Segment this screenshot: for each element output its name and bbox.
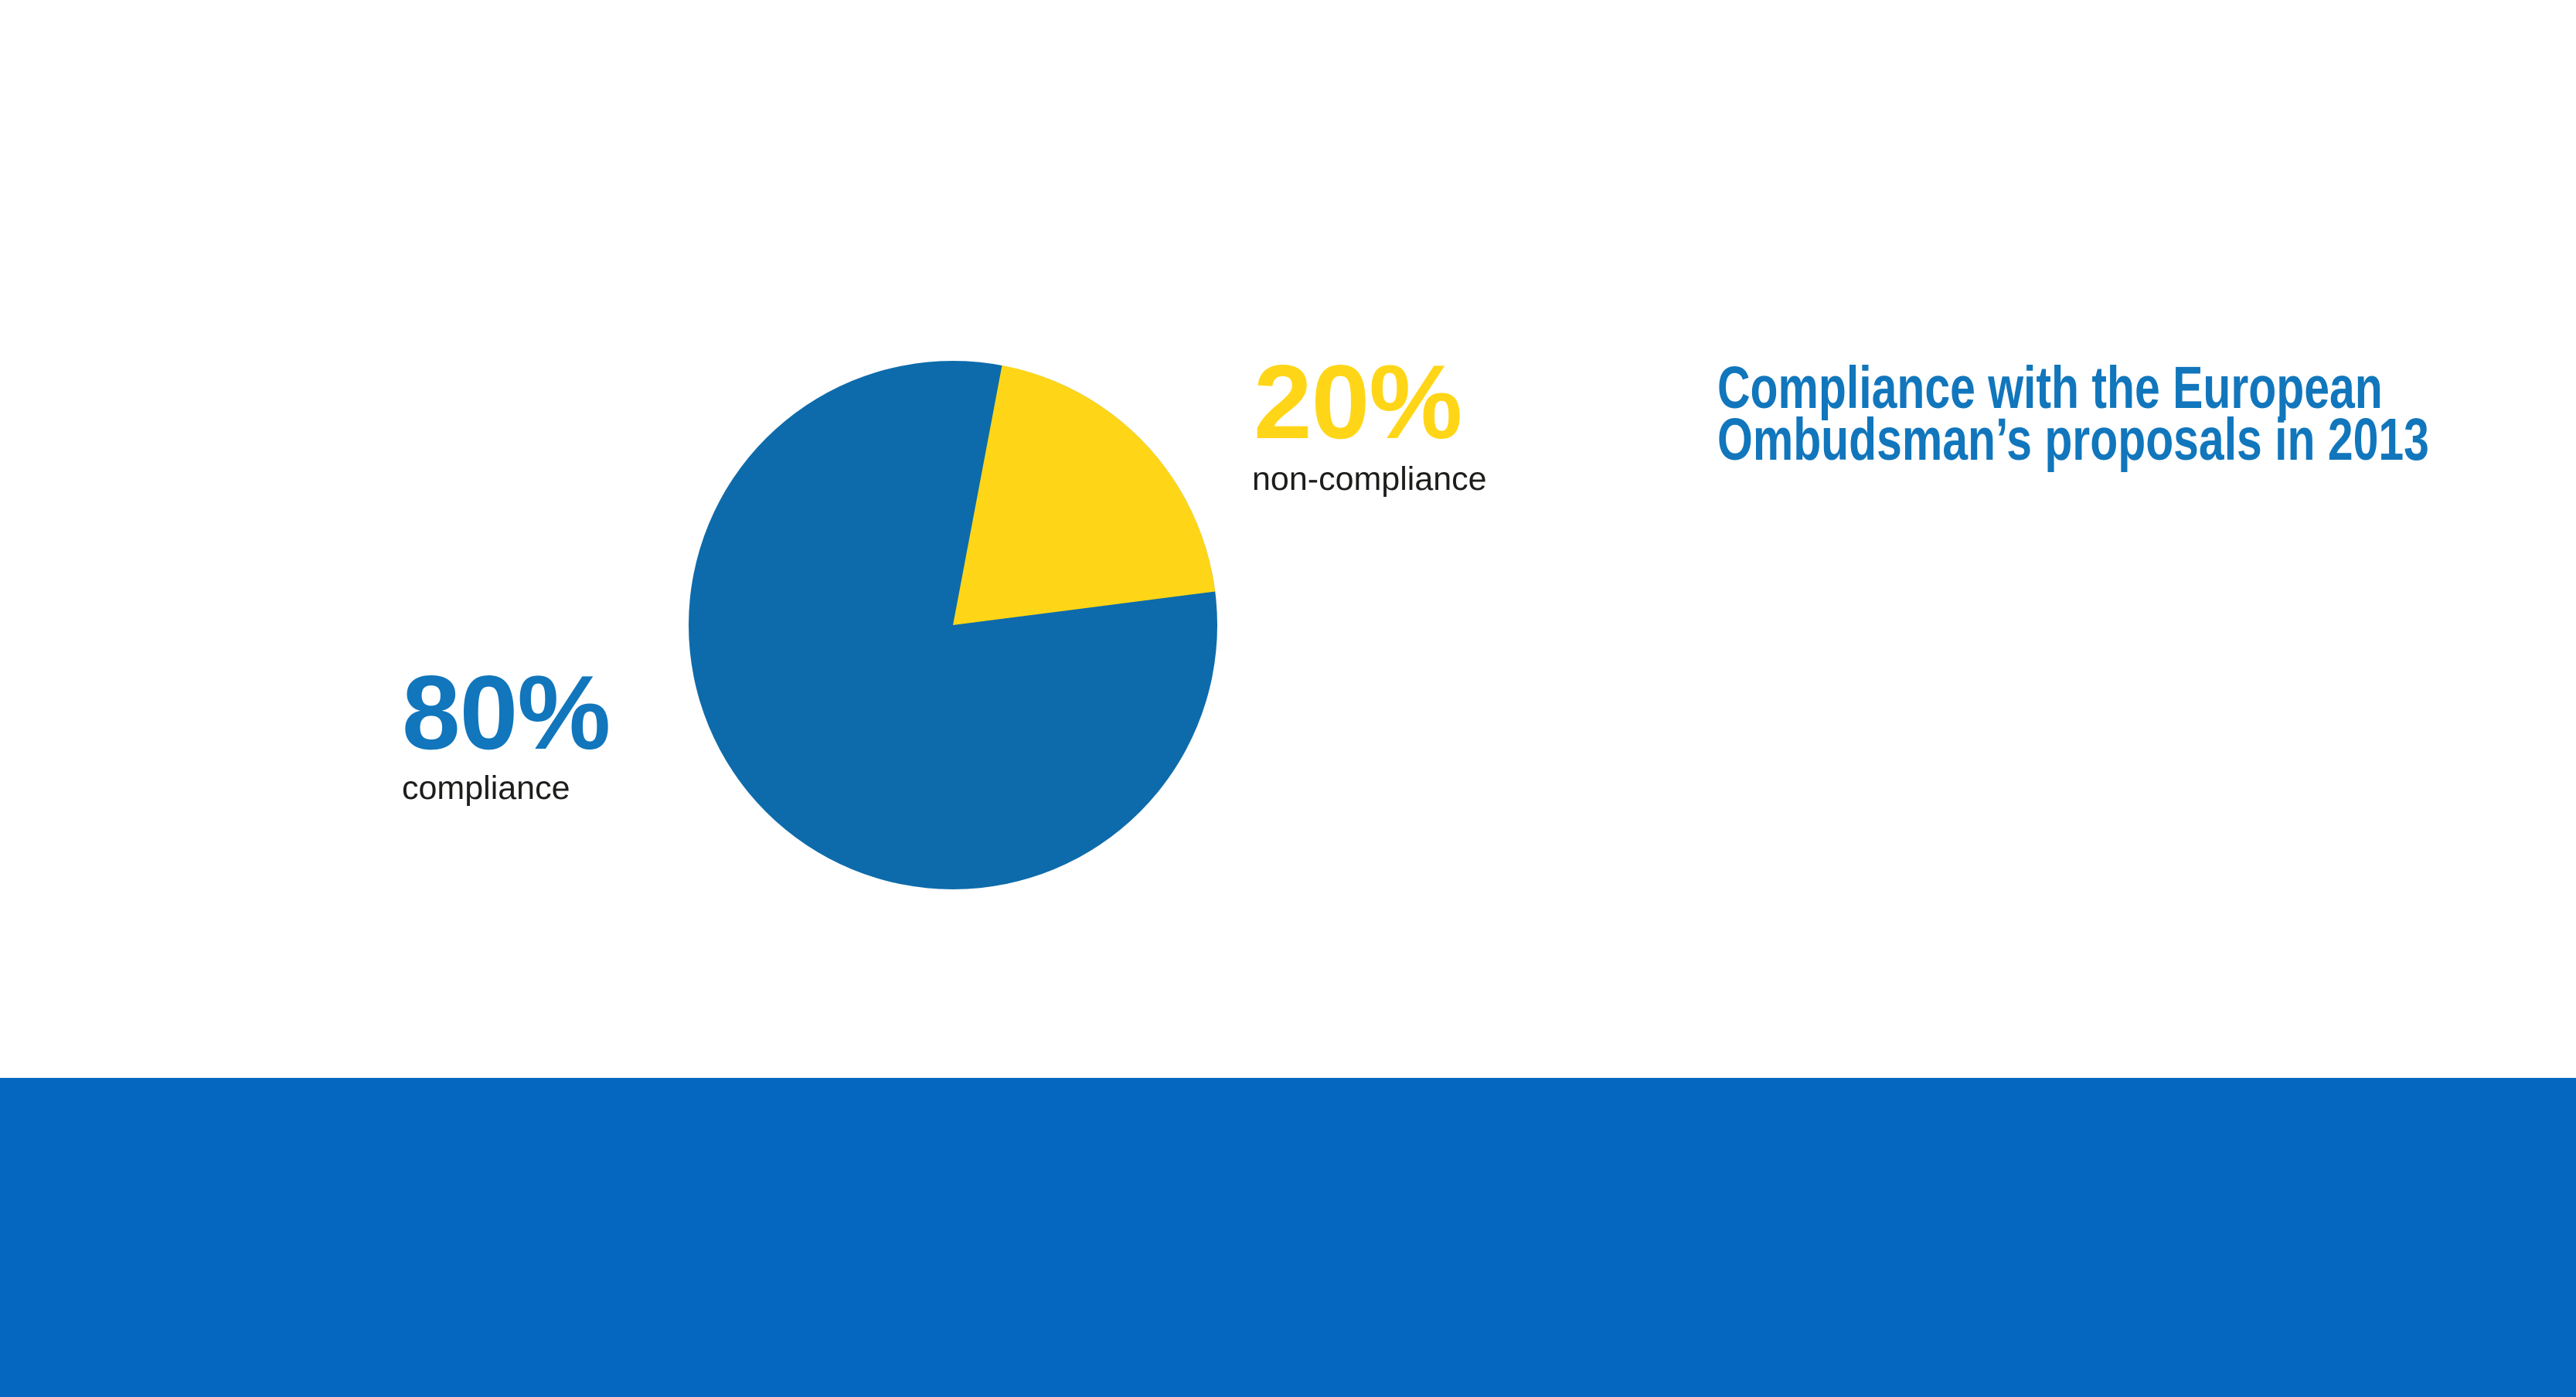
pie-chart <box>689 361 1217 889</box>
noncompliance-percent-value: 20% <box>1254 343 1462 461</box>
compliance-percent-value: 80% <box>402 654 611 771</box>
compliance-label: compliance <box>402 770 570 807</box>
noncompliance-label: non-compliance <box>1252 461 1487 498</box>
chart-title-line-1: Compliance with the European <box>1717 355 2383 421</box>
chart-title-line-2: Ombudsman’s proposals in 2013 <box>1717 406 2429 473</box>
chart-title: Compliance with the European Ombudsman’s… <box>1717 355 2429 473</box>
footer-bar: European Ombudsman www.ombudsman.europa.… <box>0 1078 2576 1397</box>
pie-slice-noncompliance <box>953 365 1216 625</box>
